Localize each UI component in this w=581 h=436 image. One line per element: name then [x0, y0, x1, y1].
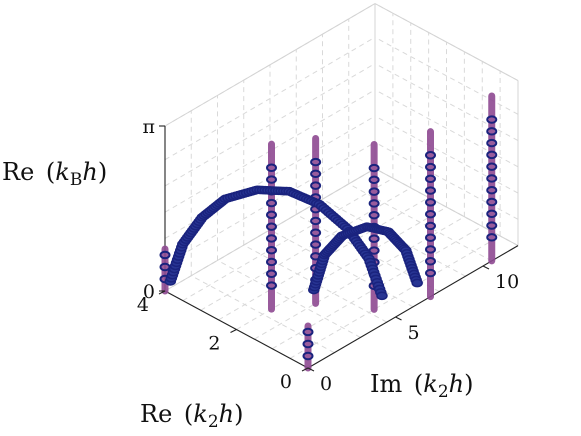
grid-layer — [164, 3, 519, 369]
data-marker — [310, 228, 322, 237]
x-tick-label: 0 — [280, 371, 292, 393]
box-edge — [164, 3, 376, 127]
data-marker — [266, 198, 277, 208]
data-marker — [266, 257, 277, 267]
data-marker — [486, 233, 498, 242]
data-marker — [368, 187, 380, 196]
box-edge — [374, 3, 519, 82]
data-marker — [368, 210, 380, 220]
data-marker — [425, 221, 436, 231]
data-marker — [425, 186, 436, 195]
data-marker — [368, 234, 380, 243]
y-axis-label: Im (k2h) — [370, 370, 473, 402]
data-marker — [310, 181, 322, 190]
x-tick-mark — [230, 329, 237, 333]
data-marker — [310, 216, 322, 226]
data-marker — [368, 246, 380, 255]
data-marker — [266, 281, 277, 290]
data-marker — [368, 163, 380, 173]
data-marker — [302, 351, 314, 361]
data-marker — [411, 278, 423, 288]
data-marker — [486, 162, 498, 171]
y-tick-label: 10 — [495, 271, 519, 293]
data-marker — [266, 222, 277, 231]
y-tick-mark — [307, 367, 315, 372]
data-marker — [425, 174, 436, 184]
data-marker — [266, 234, 277, 243]
data-marker — [376, 291, 388, 301]
data-marker — [425, 268, 436, 278]
data-marker — [310, 169, 322, 179]
floor-grid-line — [269, 229, 414, 308]
x-tick-label: 4 — [137, 294, 149, 316]
data-marker — [302, 339, 314, 349]
data-marker — [486, 209, 498, 218]
left-wall-grid-line — [164, 63, 376, 187]
x-tick-label: 2 — [208, 333, 220, 355]
x-tick-mark — [301, 367, 309, 372]
data-marker — [425, 151, 436, 160]
data-marker — [486, 186, 498, 195]
left-wall-grid-line — [164, 36, 376, 161]
z-axis-label: Re (kBh) — [2, 158, 107, 190]
data-marker — [425, 209, 436, 219]
data-marker — [302, 327, 314, 337]
data-marker — [310, 157, 322, 167]
y-tick-label: 0 — [320, 373, 332, 395]
floor-grid-line — [182, 177, 394, 302]
data-marker — [310, 240, 322, 249]
data-marker — [368, 199, 380, 208]
data-marker — [486, 221, 498, 230]
data-marker — [266, 163, 277, 172]
right-wall-grid-line — [374, 36, 519, 115]
z-tick-label: π — [143, 116, 156, 138]
data-marker — [486, 127, 498, 136]
data-marker — [266, 210, 277, 220]
data-marker — [266, 175, 277, 184]
data-layer — [159, 92, 498, 372]
z-tick-label: 0 — [143, 281, 155, 303]
right-wall-grid-line — [374, 63, 519, 141]
data-marker — [425, 162, 436, 172]
data-marker — [266, 269, 277, 278]
data-marker — [368, 175, 380, 185]
data-marker — [425, 245, 436, 254]
x-axis-label: Re (k2h) — [140, 400, 244, 432]
y-tick-label: 5 — [408, 322, 420, 344]
data-marker — [159, 250, 171, 260]
data-marker — [486, 138, 498, 148]
data-marker — [486, 150, 498, 160]
data-marker — [425, 198, 436, 207]
data-marker — [266, 246, 277, 255]
floor-grid-line — [217, 259, 361, 338]
data-marker — [486, 115, 498, 124]
y-tick-mark — [482, 265, 490, 270]
data-marker — [486, 197, 498, 207]
data-marker — [486, 174, 498, 183]
data-marker — [425, 257, 436, 266]
data-marker — [425, 233, 436, 242]
y-tick-mark — [395, 316, 402, 321]
